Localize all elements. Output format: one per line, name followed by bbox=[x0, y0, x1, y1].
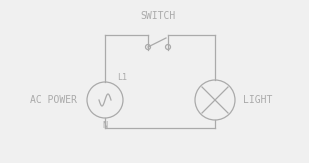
Text: AC POWER: AC POWER bbox=[29, 95, 77, 105]
Text: LIGHT: LIGHT bbox=[243, 95, 273, 105]
Text: SWITCH: SWITCH bbox=[140, 11, 176, 21]
Text: L1: L1 bbox=[117, 73, 127, 82]
Text: N: N bbox=[103, 120, 108, 129]
